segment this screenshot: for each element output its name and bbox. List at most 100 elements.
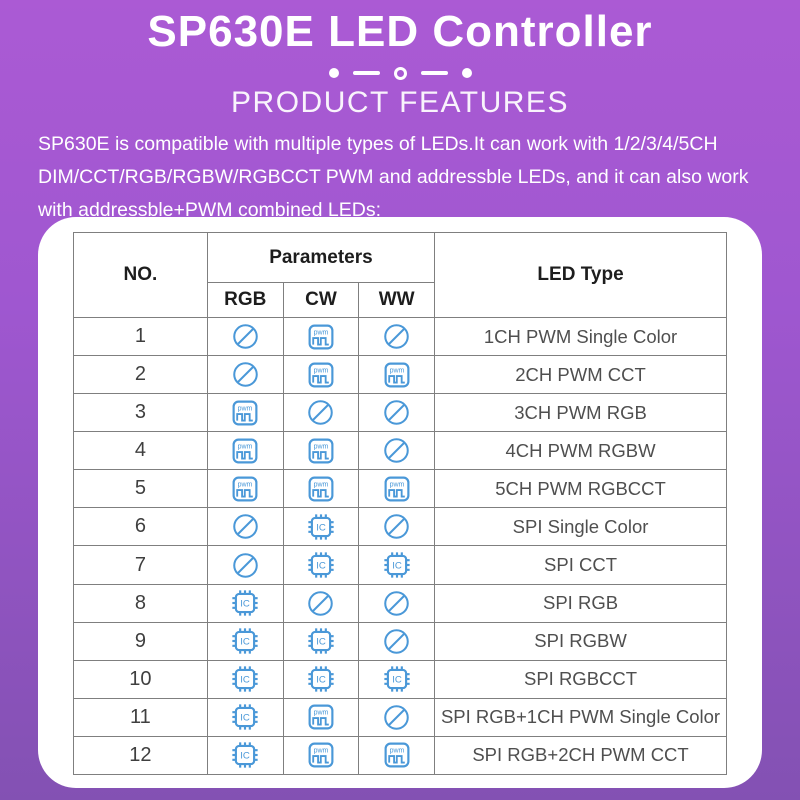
rgb-cell: IC [206, 583, 284, 623]
row-number: 12 [73, 735, 208, 776]
svg-text:pwm: pwm [389, 367, 404, 374]
column-header-rgb: RGB [206, 282, 284, 318]
row-number: 1 [73, 316, 208, 357]
table-row: 12 IC pwm pwm SPI RGB+2CH PWM CCT [73, 735, 727, 776]
row-number: 3 [73, 393, 208, 433]
not-supported-icon [232, 323, 259, 350]
ic-chip-icon: IC [230, 626, 260, 656]
ww-cell [358, 583, 436, 623]
rgb-cell [206, 545, 284, 585]
not-supported-icon [232, 513, 259, 540]
ww-cell [358, 697, 436, 737]
page-title: SP630E LED Controller [147, 7, 653, 56]
table-row: 3 pwm 3CH PWM RGB [73, 393, 727, 433]
ic-chip-icon: IC [230, 702, 260, 732]
not-supported-icon [383, 513, 410, 540]
column-header-parameters: Parameters [206, 232, 436, 283]
svg-text:pwm: pwm [238, 481, 253, 488]
rgb-cell [206, 355, 284, 395]
led-type: SPI RGBW [434, 621, 727, 661]
cw-cell [282, 393, 360, 433]
row-number: 11 [73, 697, 208, 737]
ic-chip-icon: IC [230, 740, 260, 770]
not-supported-icon [383, 437, 410, 464]
ic-chip-icon: IC [306, 512, 336, 542]
divider-dash-left [352, 71, 380, 75]
rgb-cell: IC [206, 621, 284, 661]
row-number: 4 [73, 431, 208, 471]
ic-chip-icon: IC [230, 664, 260, 694]
divider-dot-right-icon [461, 68, 472, 78]
feature-table: NO. Parameters LED Type RGB CW WW 1 pwm … [73, 232, 727, 776]
ww-cell [358, 393, 436, 433]
not-supported-icon [383, 628, 410, 655]
cw-cell: IC [282, 507, 360, 547]
pwm-icon: pwm [384, 476, 410, 502]
table-row: 5 pwm pwm pwm 5CH PWM RGBCCT [73, 469, 727, 509]
svg-text:IC: IC [316, 675, 326, 686]
ww-cell: IC [358, 545, 436, 585]
ic-chip-icon: IC [306, 550, 336, 580]
led-type: SPI Single Color [434, 507, 727, 547]
description-line: DIM/CCT/RGB/RGBW/RGBCCT PWM and addressb… [38, 166, 749, 188]
description: SP630E is compatible with multiple types… [38, 128, 762, 227]
pwm-icon: pwm [384, 362, 410, 388]
svg-text:IC: IC [316, 560, 326, 571]
led-type: SPI RGB+2CH PWM CCT [434, 735, 727, 776]
description-line: with addressble+PWM combined LEDs: [38, 199, 382, 221]
rgb-cell: IC [206, 735, 284, 776]
feature-table-body: 1 pwm 1CH PWM Single Color 2 pwm pwm 2CH … [73, 316, 727, 776]
cw-cell: pwm [282, 431, 360, 471]
cw-cell: IC [282, 621, 360, 661]
pwm-icon: pwm [232, 438, 258, 464]
column-header-no: NO. [73, 232, 208, 318]
ww-cell: pwm [358, 355, 436, 395]
pwm-icon: pwm [232, 476, 258, 502]
ic-chip-icon: IC [306, 664, 336, 694]
led-type: 1CH PWM Single Color [434, 316, 727, 357]
table-row: 10 IC IC IC SPI RGBCCT [73, 659, 727, 699]
ic-chip-icon: IC [230, 588, 260, 618]
table-row: 2 pwm pwm 2CH PWM CCT [73, 355, 727, 395]
led-type: SPI RGB [434, 583, 727, 623]
pwm-icon: pwm [384, 742, 410, 768]
cw-cell: pwm [282, 697, 360, 737]
ic-chip-icon: IC [306, 626, 336, 656]
not-supported-icon [307, 399, 334, 426]
led-type: SPI CCT [434, 545, 727, 585]
ww-cell: IC [358, 659, 436, 699]
svg-text:IC: IC [316, 522, 326, 533]
pwm-icon: pwm [308, 324, 334, 350]
ww-cell [358, 507, 436, 547]
svg-text:IC: IC [392, 560, 402, 571]
led-type: 3CH PWM RGB [434, 393, 727, 433]
pwm-icon: pwm [308, 742, 334, 768]
svg-text:IC: IC [240, 751, 250, 762]
row-number: 10 [73, 659, 208, 699]
cw-cell: pwm [282, 735, 360, 776]
svg-text:pwm: pwm [314, 367, 329, 374]
ic-chip-icon: IC [382, 550, 412, 580]
ww-cell: pwm [358, 469, 436, 509]
rgb-cell [206, 316, 284, 357]
rgb-cell [206, 507, 284, 547]
column-header-led-type: LED Type [434, 232, 727, 318]
pwm-icon: pwm [308, 438, 334, 464]
svg-text:pwm: pwm [238, 443, 253, 450]
ww-cell [358, 431, 436, 471]
column-header-cw: CW [282, 282, 360, 318]
pwm-icon: pwm [232, 400, 258, 426]
svg-text:pwm: pwm [314, 329, 329, 336]
led-type: 5CH PWM RGBCCT [434, 469, 727, 509]
table-row: 6 IC SPI Single Color [73, 507, 727, 547]
led-type: 2CH PWM CCT [434, 355, 727, 395]
row-number: 5 [73, 469, 208, 509]
feature-table-panel: NO. Parameters LED Type RGB CW WW 1 pwm … [38, 217, 762, 788]
title-divider [0, 66, 800, 80]
cw-cell: pwm [282, 355, 360, 395]
column-header-ww: WW [358, 282, 436, 318]
rgb-cell: IC [206, 697, 284, 737]
rgb-cell: IC [206, 659, 284, 699]
pwm-icon: pwm [308, 362, 334, 388]
table-row: 4 pwm pwm 4CH PWM RGBW [73, 431, 727, 471]
